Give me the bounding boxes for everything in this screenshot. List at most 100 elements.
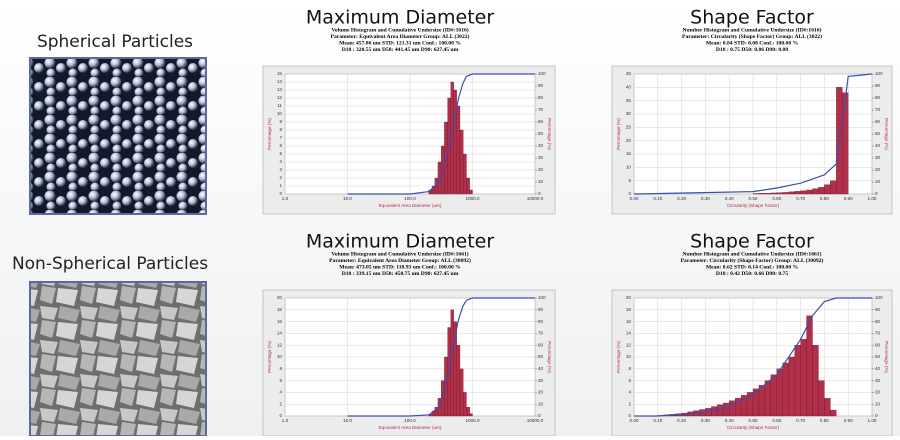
x-tick-label: 0.60: [772, 196, 781, 201]
y2-tick-label: 90: [538, 307, 544, 312]
y-tick-label: 0: [279, 191, 282, 196]
chart-subtitle: D10 : 0.75 D50: 0.86 D90: 0.88: [716, 47, 788, 53]
x-tick-label: 0.10: [653, 418, 662, 423]
y-tick-label: 11: [277, 103, 282, 108]
x-tick-label: 10000.0: [527, 196, 544, 201]
x-tick-label: 0.70: [796, 418, 805, 423]
y-tick-label: 12: [626, 342, 632, 347]
y-axis-label: Percentage (%): [267, 118, 272, 150]
histogram-bar: [830, 409, 837, 417]
y-tick-label: 14: [626, 331, 632, 336]
y-tick-label: 0: [628, 413, 631, 418]
x-axis-label: Circularity (Shape Factor): [727, 425, 780, 430]
x-tick-label: 0.10: [653, 196, 662, 201]
histogram-bar: [818, 187, 825, 195]
y2-tick-label: 70: [875, 107, 881, 112]
chart-subtitle: D10 : 320.55 um D50: 441.45 um D90: 627.…: [342, 47, 459, 53]
y-tick-label: 20: [277, 295, 283, 300]
y2-tick-label: 0: [875, 191, 878, 196]
y2-tick-label: 40: [875, 366, 881, 371]
photo: [29, 281, 207, 437]
y2-tick-label: 20: [538, 390, 544, 395]
histogram-bar: [812, 345, 819, 417]
chart-subtitle: Parameter: Equivalent Area Diameter Grou…: [329, 257, 471, 264]
y2-tick-label: 100: [875, 71, 883, 76]
x-tick-label: 0.50: [749, 418, 758, 423]
histogram-bar: [812, 188, 819, 195]
y2-tick-label: 50: [538, 131, 544, 136]
y-tick-label: 2: [279, 175, 282, 180]
x-tick-label: 0.80: [820, 418, 829, 423]
cumulative-line: [347, 73, 535, 195]
y2-tick-label: 90: [538, 83, 544, 88]
y2-tick-label: 30: [538, 378, 544, 383]
y-tick-label: 18: [277, 307, 283, 312]
chart-subtitle: Number Histogram and Cumulative Undersiz…: [683, 26, 822, 33]
y-tick-label: 16: [626, 319, 632, 324]
histogram-bar: [450, 81, 454, 195]
chart-subtitle: Volume Histogram and Cumulative Undersiz…: [331, 250, 468, 257]
chart-subtitle: Mean: 457.86 um STD: 121.31 um Conf.: 10…: [339, 40, 461, 46]
histogram-bar: [459, 129, 464, 195]
y-tick-label: 35: [626, 98, 632, 103]
histogram-bar: [723, 402, 730, 417]
y-tick-label: 10: [277, 354, 283, 359]
x-tick-label: 1000.0: [465, 196, 479, 201]
y-tick-label: 15: [277, 71, 283, 76]
histogram-bar: [466, 177, 470, 195]
y-tick-label: 40: [626, 85, 632, 90]
chart-subtitle: Parameter: Circularity (Shape Factor) Gr…: [682, 33, 822, 40]
x-tick-label: 0.20: [677, 418, 686, 423]
y2-tick-label: 40: [538, 143, 544, 148]
y-tick-label: 14: [277, 331, 283, 336]
cumulative-line: [633, 73, 873, 195]
y-tick-label: 30: [626, 111, 632, 116]
y-tick-label: 16: [277, 319, 283, 324]
y-tick-label: 18: [626, 307, 632, 312]
y-tick-label: 12: [277, 342, 283, 347]
chart-subtitle: Parameter: Circularity (Shape Factor) Gr…: [681, 257, 824, 264]
y-tick-label: 4: [279, 159, 282, 164]
y2-tick-label: 70: [538, 107, 544, 112]
y-tick-label: 4: [628, 390, 631, 395]
histogram-bar: [758, 193, 766, 195]
y2-axis-label: Percentage (%): [547, 118, 552, 150]
y2-tick-label: 40: [538, 366, 544, 371]
x-tick-label: 100.0: [404, 196, 416, 201]
chart-title: Maximum Diameter: [306, 7, 495, 29]
histogram-bar: [776, 192, 783, 195]
y2-tick-label: 0: [875, 413, 878, 418]
y2-tick-label: 20: [875, 390, 881, 395]
y2-tick-label: 10: [875, 179, 881, 184]
y-tick-label: 8: [279, 127, 282, 132]
y2-tick-label: 100: [538, 295, 546, 300]
y2-tick-label: 90: [875, 307, 881, 312]
histogram-bar: [788, 356, 795, 417]
y2-tick-label: 80: [538, 319, 544, 324]
y-tick-label: 20: [626, 138, 632, 143]
y-tick-label: 13: [277, 87, 283, 92]
y-tick-label: 5: [279, 151, 282, 156]
chart-subtitle: Number Histogram and Cumulative Undersiz…: [683, 250, 822, 257]
x-axis-label: Equivalent Area Diameter (um): [379, 425, 442, 430]
x-axis-label: Equivalent Area Diameter (um): [379, 203, 442, 208]
y2-tick-label: 30: [875, 155, 881, 160]
histogram-bar: [466, 406, 470, 417]
chart-subtitle: Volume Histogram and Cumulative Undersiz…: [331, 26, 468, 33]
histogram-bar: [453, 89, 457, 195]
y2-tick-label: 50: [538, 354, 544, 359]
histogram-bar: [770, 192, 777, 195]
y2-tick-label: 40: [875, 143, 881, 148]
chart-subtitle: Parameter: Equivalent Area Diameter Grou…: [331, 33, 470, 40]
y2-tick-label: 100: [875, 295, 883, 300]
y-tick-label: 6: [279, 378, 282, 383]
y-tick-label: 8: [628, 366, 631, 371]
y-tick-label: 4: [279, 390, 282, 395]
y2-tick-label: 100: [538, 71, 546, 76]
y-tick-label: 45: [626, 71, 632, 76]
y2-tick-label: 60: [875, 119, 881, 124]
y-tick-label: 12: [277, 95, 283, 100]
y2-tick-label: 10: [875, 401, 881, 406]
